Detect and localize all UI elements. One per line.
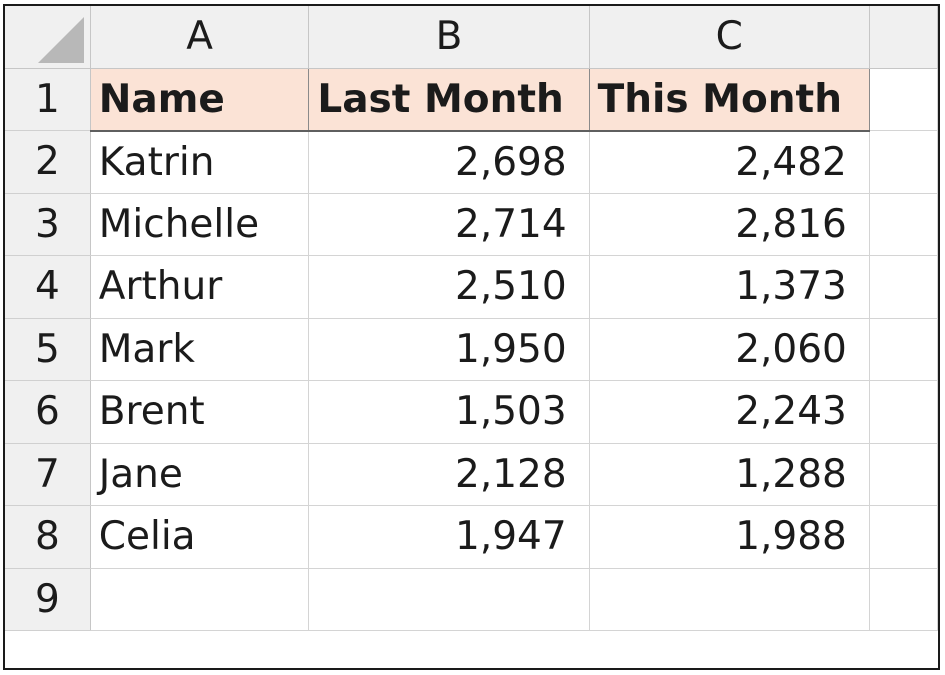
cell-c3[interactable]: 2,816: [589, 193, 870, 256]
cell-c4[interactable]: 1,373: [589, 255, 870, 319]
cell-d7[interactable]: [869, 443, 938, 506]
cell-d9[interactable]: [869, 568, 938, 631]
cell-b5[interactable]: 1,950: [308, 318, 590, 381]
cell-d8[interactable]: [869, 505, 938, 569]
cell-b1-last-month-header[interactable]: Last Month: [308, 68, 590, 132]
row-header-4[interactable]: 4: [5, 255, 91, 319]
row-header-8[interactable]: 8: [5, 505, 91, 569]
cell-d2[interactable]: [869, 130, 938, 194]
cell-c2[interactable]: 2,482: [589, 130, 870, 194]
cell-a5[interactable]: Mark: [90, 318, 310, 381]
spreadsheet: A B C 1 Name Last Month This Month 2 Kat…: [3, 4, 940, 670]
cell-a6[interactable]: Brent: [90, 380, 310, 444]
row-header-9[interactable]: 9: [5, 568, 91, 631]
column-header-d[interactable]: [869, 6, 938, 69]
column-header-a[interactable]: A: [90, 6, 310, 69]
cell-c1-this-month-header[interactable]: This Month: [589, 68, 870, 132]
cell-c8[interactable]: 1,988: [589, 505, 870, 569]
cell-a9[interactable]: [90, 568, 310, 631]
row-header-1[interactable]: 1: [5, 68, 91, 131]
cell-b7[interactable]: 2,128: [308, 443, 590, 506]
cell-a8[interactable]: Celia: [90, 505, 310, 569]
cell-a1-name-header[interactable]: Name: [90, 68, 310, 132]
cell-a3[interactable]: Michelle: [90, 193, 310, 256]
cell-d6[interactable]: [869, 380, 938, 444]
column-header-c[interactable]: C: [589, 6, 870, 69]
cell-a2[interactable]: Katrin: [90, 130, 310, 194]
row-header-5[interactable]: 5: [5, 318, 91, 381]
cell-d4[interactable]: [869, 255, 938, 319]
select-all-triangle-icon: [37, 16, 84, 63]
cell-c6[interactable]: 2,243: [589, 380, 870, 444]
row-header-2[interactable]: 2: [5, 130, 91, 194]
cell-b3[interactable]: 2,714: [308, 193, 590, 256]
cell-d1[interactable]: [869, 68, 938, 131]
cell-b6[interactable]: 1,503: [308, 380, 590, 444]
cell-b8[interactable]: 1,947: [308, 505, 590, 569]
row-header-6[interactable]: 6: [5, 380, 91, 444]
cell-a4[interactable]: Arthur: [90, 255, 310, 319]
cell-a7[interactable]: Jane: [90, 443, 310, 506]
row-header-3[interactable]: 3: [5, 193, 91, 256]
cell-d5[interactable]: [869, 318, 938, 381]
row-header-7[interactable]: 7: [5, 443, 91, 506]
select-all-button[interactable]: [5, 6, 91, 69]
cell-c5[interactable]: 2,060: [589, 318, 870, 381]
cell-grid: A B C 1 Name Last Month This Month 2 Kat…: [5, 6, 938, 631]
cell-b4[interactable]: 2,510: [308, 255, 590, 319]
cell-b2[interactable]: 2,698: [308, 130, 590, 194]
cell-c7[interactable]: 1,288: [589, 443, 870, 506]
cell-d3[interactable]: [869, 193, 938, 256]
cell-b9[interactable]: [308, 568, 590, 631]
cell-c9[interactable]: [589, 568, 870, 631]
column-header-b[interactable]: B: [308, 6, 590, 69]
